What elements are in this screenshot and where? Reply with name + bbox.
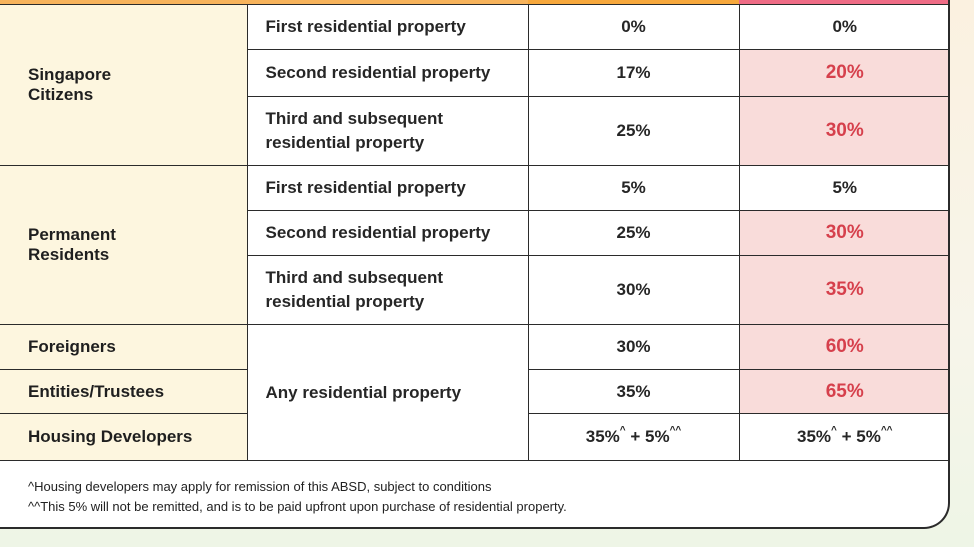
table-row: Second residential property 17% 20% (0, 49, 948, 97)
footnote-1: ^Housing developers may apply for remiss… (28, 479, 492, 494)
old-rate: 30% (527, 324, 740, 370)
header-strip-middle (528, 0, 739, 5)
property-desc: First residential property (246, 165, 529, 211)
footnote-mark-1: ^ (619, 425, 626, 436)
group-label-foreigners: Foreigners (0, 324, 248, 370)
group-label-permanent-residents: Permanent Residents (0, 165, 248, 325)
footnote-mark-2: ^^ (880, 425, 893, 436)
group-label-housing-developers: Housing Developers (0, 413, 248, 461)
group-label-singapore-citizens: Singapore Citizens (0, 4, 248, 166)
table-row: Entities/Trustees 35% 65% (0, 369, 948, 414)
rate-base: 35% (796, 427, 832, 446)
absd-rates-table: Singapore Citizens First residential pro… (0, 4, 948, 461)
footnotes: ^Housing developers may apply for remiss… (28, 477, 567, 517)
new-rate-highlighted: 30% (738, 210, 948, 256)
property-desc: Second residential property (246, 210, 529, 256)
table-row: Permanent Residents First residential pr… (0, 165, 948, 325)
old-rate: 35% (527, 369, 740, 414)
new-rate: 5% (738, 165, 948, 211)
new-rate: 0% (738, 4, 948, 50)
old-rate: 17% (527, 49, 740, 97)
new-rate-highlighted: 30% (738, 96, 948, 166)
new-rate-highlighted: 20% (738, 49, 948, 97)
new-rate-highlighted: 60% (738, 324, 948, 370)
header-strip-left (0, 0, 528, 5)
new-rate-highlighted: 65% (738, 369, 948, 414)
footnote-2: ^^This 5% will not be remitted, and is t… (28, 499, 567, 514)
property-desc: First residential property (246, 4, 529, 50)
old-rate-developers: 35%^ + 5%^^ (527, 413, 740, 461)
any-residential-property-desc: Any residential property (246, 324, 529, 461)
table-row: Housing Developers 35%^ + 5%^^ 35%^ + 5%… (0, 413, 948, 461)
rate-plus: + 5% (836, 427, 881, 446)
property-desc: Third and subsequent residential propert… (246, 255, 529, 325)
property-desc: Third and subsequent residential propert… (246, 96, 529, 166)
new-rate-highlighted: 35% (738, 255, 948, 325)
absd-rates-card: Singapore Citizens First residential pro… (0, 0, 950, 529)
rate-base: 35% (585, 427, 620, 446)
property-desc: Second residential property (246, 49, 529, 97)
footnote-mark-2: ^^ (669, 425, 682, 436)
old-rate: 30% (527, 255, 740, 325)
old-rate: 25% (527, 210, 740, 256)
group-label-entities-trustees: Entities/Trustees (0, 369, 248, 414)
table-row: Foreigners Any residential property 30% … (0, 324, 948, 461)
header-strip-right (739, 0, 948, 5)
old-rate: 0% (527, 4, 740, 50)
table-row: Singapore Citizens First residential pro… (0, 4, 948, 166)
new-rate-developers: 35%^ + 5%^^ (738, 413, 948, 461)
old-rate: 5% (527, 165, 740, 211)
old-rate: 25% (527, 96, 740, 166)
rate-plus: + 5% (625, 427, 670, 446)
footnote-mark-1: ^ (831, 425, 837, 436)
table-row: Third and subsequent residential propert… (0, 255, 948, 325)
